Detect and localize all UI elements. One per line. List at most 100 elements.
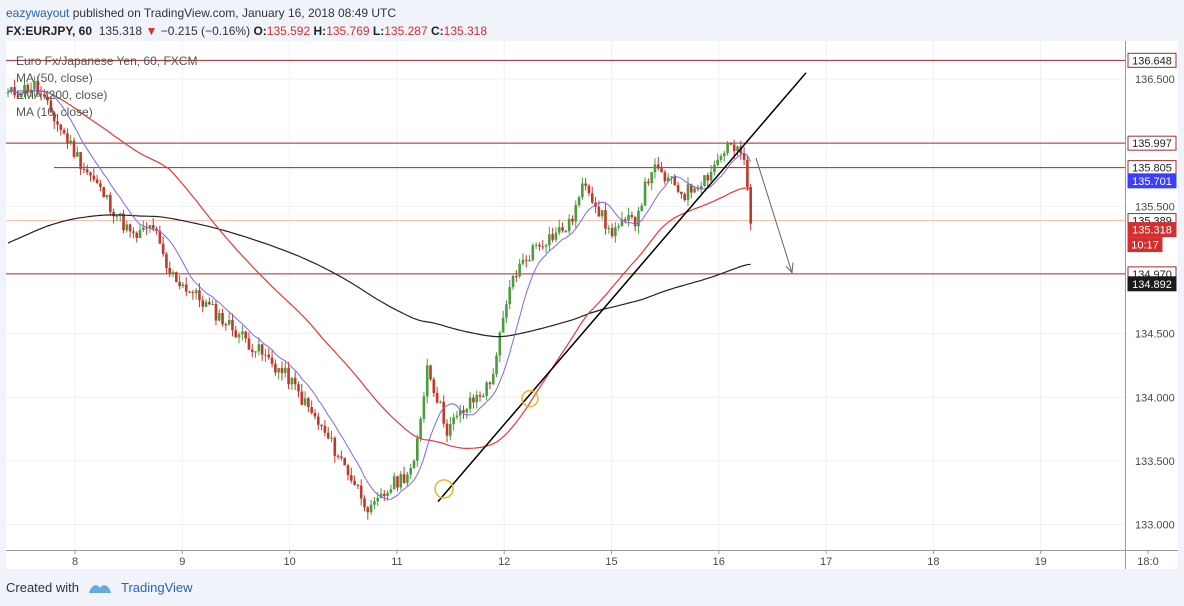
candle-body — [640, 205, 644, 211]
candle-body — [673, 176, 677, 186]
candle-body — [132, 231, 135, 233]
candle-body — [349, 475, 353, 481]
candle-body — [184, 284, 188, 292]
candle-body — [713, 164, 716, 172]
price-tag-label: 136.648 — [1132, 55, 1172, 67]
candle-body — [604, 210, 607, 229]
arrow-head-icon — [785, 262, 794, 274]
low-label: L: — [372, 24, 385, 38]
time-tick-label: 8 — [72, 556, 78, 568]
time-tick-label: 12 — [498, 556, 510, 568]
candle-body — [389, 489, 393, 493]
candle-body — [138, 229, 142, 239]
candle-body — [128, 224, 132, 232]
candle-body — [647, 181, 650, 184]
candle-body — [326, 432, 330, 439]
candle-body — [518, 263, 521, 277]
candle-body — [416, 438, 419, 461]
candle-body — [254, 351, 257, 353]
price-tag — [1127, 276, 1177, 292]
legend-title: Euro Fx/Japanese Yen, 60, FXCM — [16, 54, 197, 68]
candle-body — [548, 234, 551, 246]
candle-body — [660, 168, 663, 173]
candle-body — [69, 140, 73, 144]
ma50-line — [7, 88, 751, 450]
candle-body — [597, 206, 601, 217]
trend-line — [437, 72, 807, 503]
candle-body — [399, 474, 403, 488]
candle-body — [689, 184, 693, 193]
down-arrow-icon: ▼ — [145, 24, 158, 38]
axes: 133.000133.500134.000134.500135.500136.0… — [6, 41, 1178, 569]
candle-body — [227, 320, 231, 325]
legend-ma10[interactable]: MA (10, close) — [16, 105, 93, 119]
candle-body — [16, 95, 20, 98]
high-label: H: — [313, 24, 327, 38]
candle-body — [188, 291, 191, 293]
candle-body — [458, 410, 462, 416]
candle-body — [198, 290, 201, 301]
candle-body — [392, 476, 396, 490]
candle-body — [412, 460, 416, 468]
candle-body — [524, 259, 528, 261]
candle-body — [732, 144, 736, 152]
candle-body — [472, 397, 475, 403]
price-tag-label: 135.805 — [1132, 163, 1172, 175]
candle-body — [115, 215, 119, 217]
candle-body — [439, 401, 442, 403]
tradingview-link[interactable]: TradingView — [120, 580, 193, 595]
candle-body — [56, 121, 59, 125]
candle-body — [508, 287, 512, 305]
candle-body — [716, 159, 719, 165]
price-tag-label: 135.701 — [1132, 176, 1172, 188]
candle-body — [607, 228, 611, 230]
candle-body — [125, 224, 129, 231]
candle-body — [432, 379, 436, 393]
legend-ma50[interactable]: MA (50, close) — [16, 71, 93, 85]
price-tick-label: 134.000 — [1135, 392, 1175, 404]
candle-body — [194, 290, 198, 294]
candle-body — [419, 418, 422, 439]
price-tick-label: 133.000 — [1135, 520, 1175, 532]
candle-body — [396, 476, 399, 488]
candle-body — [683, 193, 686, 200]
legend-ema200[interactable]: EMA (200, close) — [16, 88, 107, 102]
candle-body — [409, 467, 413, 475]
candle-body — [561, 227, 564, 231]
candle-body — [475, 395, 479, 403]
candle-body — [623, 219, 627, 221]
candle-body — [307, 398, 310, 408]
candle-body — [482, 395, 485, 397]
author-link[interactable]: eazywayout — [6, 6, 70, 20]
candle-body — [142, 227, 145, 230]
candle-body — [49, 100, 53, 113]
candle-body — [551, 234, 554, 240]
candle-body — [102, 186, 106, 198]
time-tick-label: 18:0 — [1137, 556, 1158, 568]
price-chart[interactable]: 133.000133.500134.000134.500135.500136.0… — [6, 41, 1178, 569]
indicator-lines — [7, 88, 752, 500]
candle-body — [637, 210, 640, 227]
candle-body — [26, 84, 30, 93]
candle-body — [435, 392, 439, 403]
candle-body — [653, 164, 657, 173]
candle-body — [600, 210, 604, 217]
candle-body — [584, 183, 587, 186]
price-tag — [1127, 237, 1163, 253]
candle-body — [178, 282, 181, 287]
candle-body — [214, 303, 218, 321]
candle-body — [244, 331, 247, 339]
ma10-line — [7, 89, 752, 500]
candle-body — [422, 396, 426, 419]
candle-body — [201, 300, 205, 307]
candle-body — [336, 455, 340, 457]
candle-body — [703, 175, 706, 187]
candle-body — [211, 303, 214, 305]
candle-body — [346, 465, 350, 476]
candle-body — [287, 367, 290, 385]
candle-body — [353, 480, 356, 485]
time-tick-label: 9 — [179, 556, 185, 568]
drawings — [434, 72, 807, 503]
candle-body — [171, 272, 175, 274]
candle-body — [709, 171, 713, 181]
